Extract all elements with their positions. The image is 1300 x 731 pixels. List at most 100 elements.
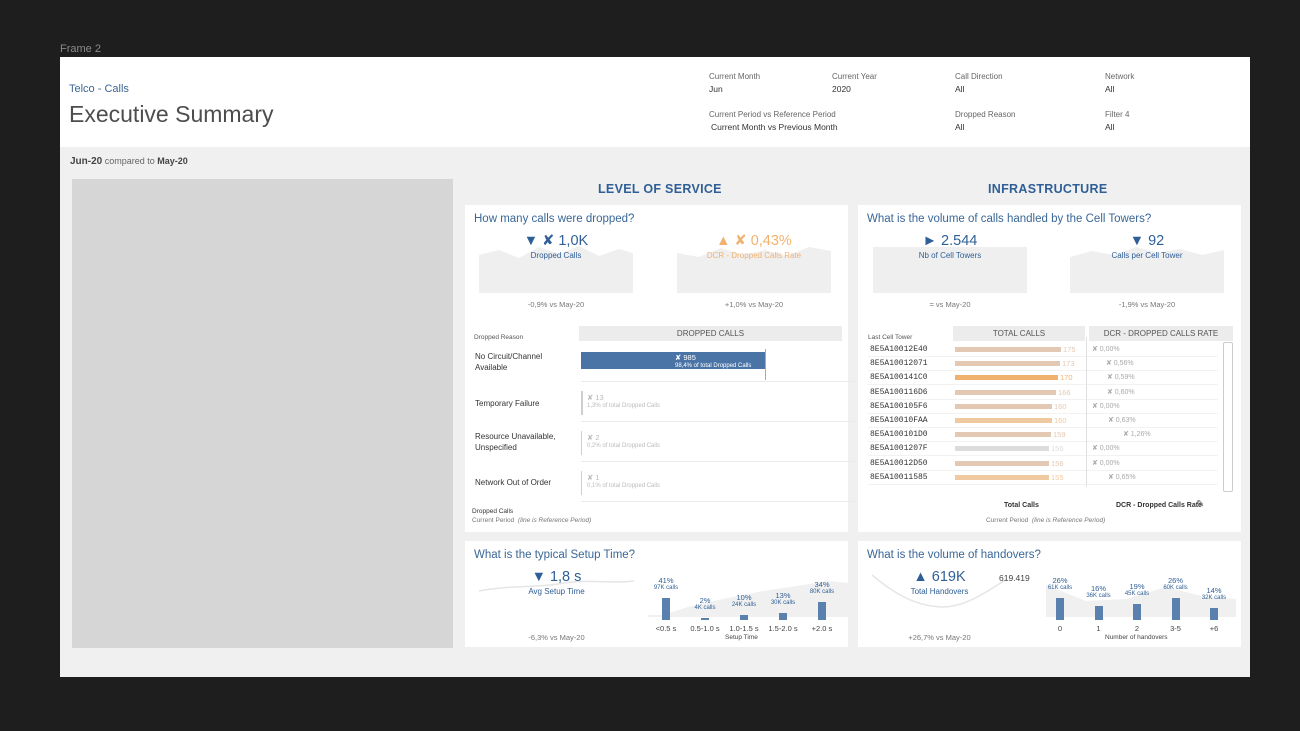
tower-calls-bar[interactable] xyxy=(955,389,1056,395)
filter-current-year[interactable]: Current Year 2020 xyxy=(832,72,877,94)
row-divider xyxy=(868,455,1218,457)
table-scrollbar[interactable] xyxy=(1223,342,1233,492)
histogram-bar[interactable] xyxy=(662,598,670,620)
row-divider xyxy=(581,461,862,462)
tower-id: 8E5A100101D0 xyxy=(870,430,928,440)
reason-bar[interactable] xyxy=(581,431,582,455)
kpi-delta: -1,9% vs May-20 xyxy=(1118,300,1176,309)
dashboard-title: Executive Summary xyxy=(69,101,274,127)
filter-call-direction[interactable]: Call Direction All xyxy=(955,72,1003,94)
histogram-percent: 14% xyxy=(1206,586,1222,595)
tower-calls-bar[interactable] xyxy=(955,347,1061,352)
histogram-calls: 4K calls xyxy=(694,605,716,611)
tower-calls-bar[interactable] xyxy=(955,446,1049,452)
filter-current-month[interactable]: Current Month Jun xyxy=(709,72,760,94)
tower-dcr-value: ✘ 0,63% xyxy=(1108,417,1136,424)
histogram-calls: 61K calls xyxy=(1047,585,1073,591)
histogram-percent: 26% xyxy=(1167,576,1183,585)
kpi-label: DCR - Dropped Calls Rate xyxy=(706,251,802,260)
axis-title: Number of handovers xyxy=(1105,634,1168,641)
histogram-bar[interactable] xyxy=(1094,606,1103,620)
setup-time-sparkline xyxy=(479,580,634,592)
histogram-bar[interactable] xyxy=(1171,598,1180,620)
row-divider xyxy=(868,384,1218,386)
tower-id: 8E5A1001207F xyxy=(870,444,928,454)
filter-value[interactable]: 2020 xyxy=(832,84,851,94)
reason-bar[interactable] xyxy=(581,391,583,415)
histogram-bar[interactable] xyxy=(701,618,709,620)
footnote: Current Period (line is Reference Period… xyxy=(472,517,592,524)
filter-4[interactable]: Filter 4 All xyxy=(1105,110,1129,132)
kpi-delta: -0,9% vs May-20 xyxy=(527,300,585,309)
tower-calls-value: 166 xyxy=(1058,387,1071,397)
tower-calls-value: 175 xyxy=(1063,345,1076,354)
histogram-bar[interactable] xyxy=(779,613,787,620)
histogram-percent: 19% xyxy=(1129,582,1145,591)
reason-label: Temporary Failure xyxy=(475,399,540,408)
column-header-reason: Dropped Reason xyxy=(474,334,524,341)
reference-period: May-20 xyxy=(157,156,188,166)
histogram-percent: 2% xyxy=(699,596,711,605)
tower-calls-bar[interactable] xyxy=(955,460,1049,466)
tower-calls-value: 156 xyxy=(1051,444,1064,454)
tower-dcr-value: ✘ 0,00% xyxy=(1092,346,1120,353)
kpi-avg-setup: ▼ 1,8 s Avg Setup Time xyxy=(479,569,634,596)
tower-calls-value: 170 xyxy=(1060,373,1073,383)
tower-calls-bar[interactable] xyxy=(955,432,1051,438)
histogram-bar[interactable] xyxy=(1056,598,1064,620)
filter-value[interactable]: All xyxy=(1105,122,1115,132)
histogram-percent: 34% xyxy=(814,580,830,589)
kpi-total-handovers: ▲ 619K Total Handovers xyxy=(872,569,1007,596)
filter-value[interactable]: All xyxy=(1105,84,1115,94)
pin-icon[interactable]: ✎ xyxy=(1196,499,1205,510)
section-infrastructure: INFRASTRUCTURE xyxy=(988,182,1108,196)
reason-bar[interactable] xyxy=(581,471,582,495)
tower-dcr-value: ✘ 0,65% xyxy=(1108,473,1136,481)
histogram-x-label: 1.0-1.5 s xyxy=(729,624,759,633)
reason-label: Resource Unavailable, Unspecified xyxy=(475,432,556,452)
filter-label: Network xyxy=(1105,72,1135,81)
kpi-delta: +26,7% vs May-20 xyxy=(908,633,971,642)
reason-bar-label: ✘ 2 0,2% of total Dropped Calls xyxy=(587,433,661,449)
panel-question: What is the volume of handovers? xyxy=(867,549,1041,561)
dropped-calls-panel: How many calls were dropped? ▼ ✘ 1,0K Dr… xyxy=(465,205,862,532)
row-divider xyxy=(581,421,862,422)
kpi-dcr: ▲ ✘ 0,43% DCR - Dropped Calls Rate xyxy=(677,233,831,260)
kpi-value: ▼ ✘ 1,0K xyxy=(523,233,589,249)
filter-label: Current Year xyxy=(832,72,877,81)
kpi-value: ▲ 619K xyxy=(913,569,966,585)
histogram-x-label: 1.5-2.0 s xyxy=(768,624,798,633)
filter-network[interactable]: Network All xyxy=(1105,72,1134,94)
axis-title: Setup Time xyxy=(725,634,758,641)
filter-period-comparison[interactable]: Current Period vs Reference Period Curre… xyxy=(709,110,838,132)
histogram-calls: 30K calls xyxy=(770,600,796,606)
histogram-bar[interactable] xyxy=(740,615,748,620)
tower-dcr-value: ✘ 0,60% xyxy=(1107,388,1135,396)
reason-bar-label: ✘ 13 1,3% of total Dropped Calls xyxy=(587,393,661,409)
reason-bar[interactable] xyxy=(581,352,765,369)
histogram-calls: 97K calls xyxy=(653,585,679,591)
tower-calls-value: 159 xyxy=(1053,430,1066,440)
filter-value[interactable]: Jun xyxy=(709,84,723,94)
histogram-calls: 36K calls xyxy=(1086,593,1111,599)
histogram-calls: 24K calls xyxy=(731,602,757,608)
histogram-bar[interactable] xyxy=(1133,604,1141,620)
histogram-bar[interactable] xyxy=(1210,608,1218,620)
tower-calls-bar[interactable] xyxy=(955,418,1052,423)
reason-label: No Circuit/Channel Available xyxy=(475,352,543,372)
histogram-bar[interactable] xyxy=(818,602,826,620)
tower-calls-bar[interactable] xyxy=(955,403,1052,409)
tower-calls-bar[interactable] xyxy=(955,474,1049,480)
tower-calls-bar[interactable] xyxy=(955,361,1060,367)
tower-dcr-value: ✘ 1,26% xyxy=(1123,431,1151,439)
histogram-percent: 26% xyxy=(1052,576,1068,585)
filter-dropped-reason[interactable]: Dropped Reason All xyxy=(955,110,1015,132)
tower-calls-bar[interactable] xyxy=(955,375,1058,381)
filter-value[interactable]: Current Month vs Previous Month xyxy=(711,122,838,132)
histogram-calls: 60K calls xyxy=(1163,585,1188,591)
kpi-value: ► 2.544 xyxy=(922,233,978,249)
filter-value[interactable]: All xyxy=(955,84,965,94)
filter-value[interactable]: All xyxy=(955,122,965,132)
setup-background-area xyxy=(648,581,848,617)
handovers-panel: What is the volume of handovers? ▲ 619K … xyxy=(858,541,1241,647)
